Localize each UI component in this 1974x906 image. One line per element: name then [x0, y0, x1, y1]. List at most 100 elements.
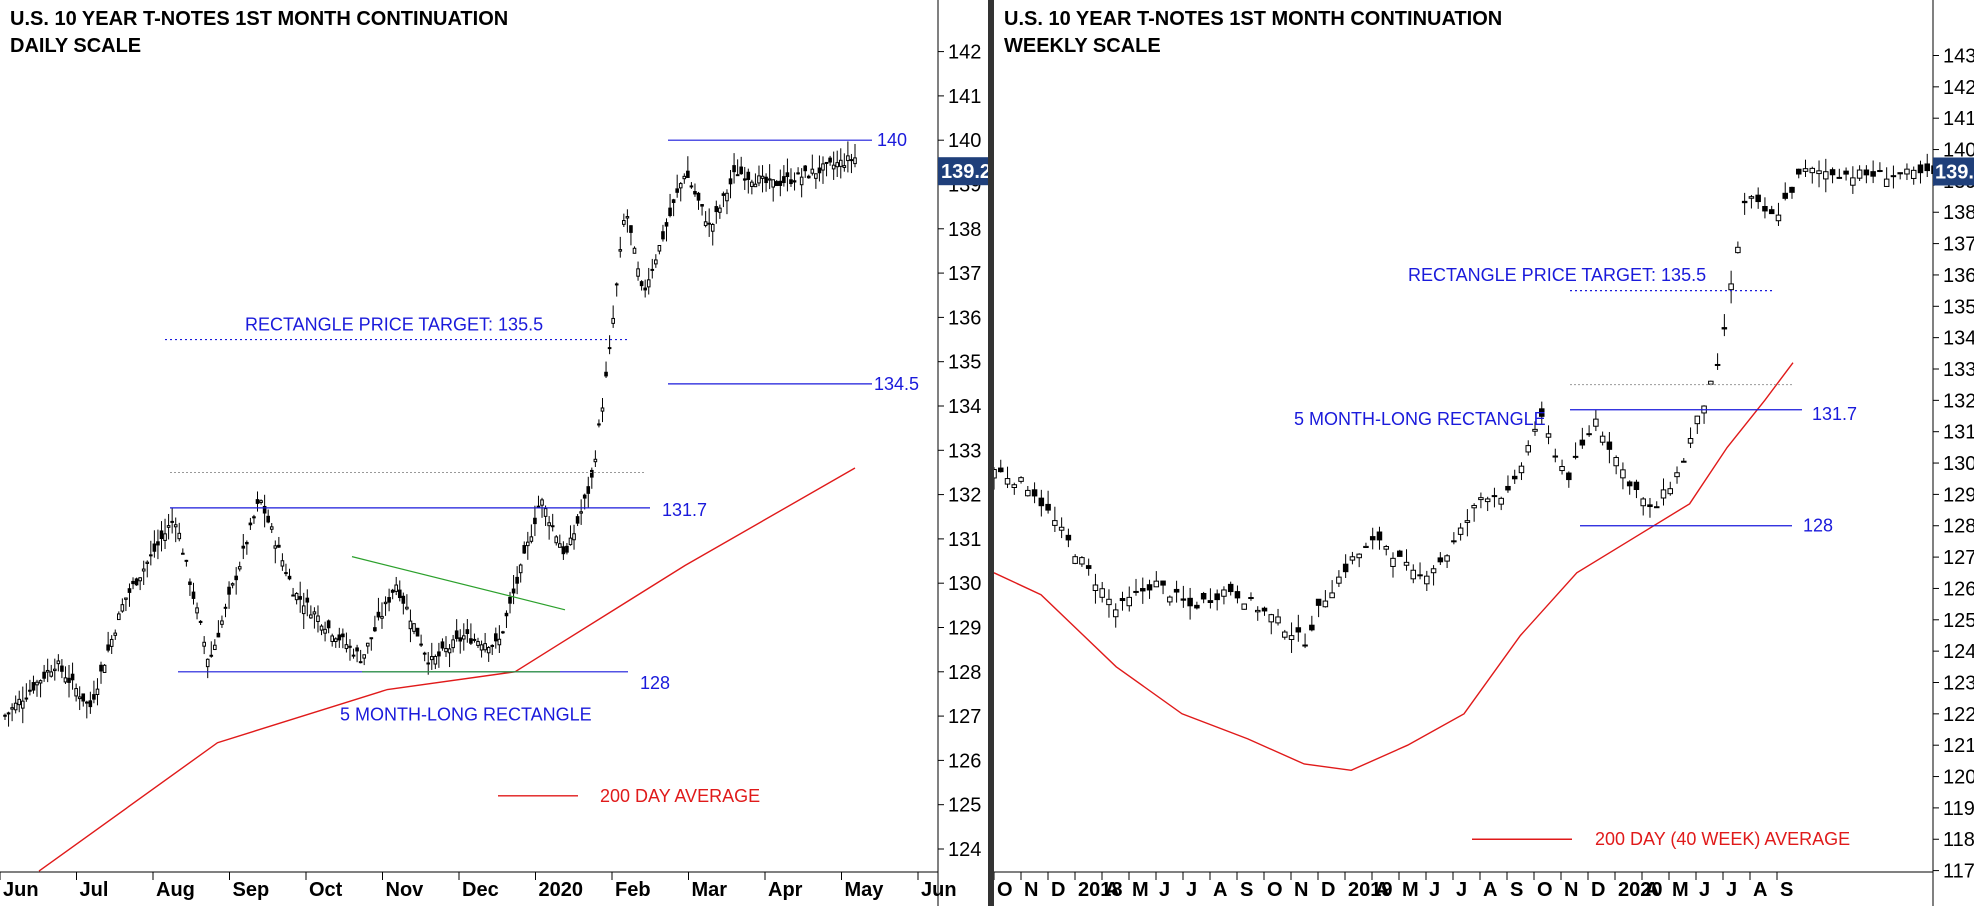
candle-body [1363, 545, 1369, 549]
candle-body [35, 681, 39, 686]
candle-body [1545, 433, 1552, 438]
candle-body [138, 577, 142, 582]
x-tick-label: D [1591, 879, 1605, 901]
x-tick-label: N [1024, 879, 1038, 901]
x-tick-label: Nov [386, 879, 425, 901]
candle-body [586, 486, 591, 494]
y-tick-label: 124 [948, 839, 981, 861]
candle-body [1883, 178, 1890, 187]
candle-body [397, 589, 402, 599]
candle-body [52, 668, 57, 672]
candle-body [284, 572, 288, 575]
candle-body [1092, 584, 1099, 592]
candle-body [1153, 580, 1160, 588]
x-tick-label: J [1699, 879, 1710, 901]
candle-body [444, 647, 448, 653]
candle-body [675, 188, 679, 193]
candle-body [1133, 590, 1139, 593]
candle-body [70, 673, 75, 681]
candle-body [1085, 565, 1092, 569]
candle-body [45, 669, 50, 673]
candle-body [1282, 631, 1288, 638]
candle-body [245, 541, 249, 545]
candle-body [1735, 246, 1741, 254]
candle-body [181, 552, 185, 555]
candle-body [693, 191, 697, 195]
candle-body [419, 643, 423, 646]
candle-body [309, 614, 313, 619]
candle-body [234, 575, 238, 581]
candle-body [1106, 598, 1112, 606]
candle-body [1599, 435, 1606, 443]
candle-body [31, 682, 36, 691]
candle-body [1444, 555, 1450, 562]
candle-body [305, 597, 310, 603]
candle-body [767, 178, 772, 181]
candle-body [682, 175, 687, 180]
candle-body [1221, 589, 1227, 597]
candle-body [198, 620, 203, 623]
candle-body [341, 633, 345, 638]
candle-body [149, 554, 153, 557]
candle-body [1924, 163, 1930, 172]
candle-body [184, 559, 189, 562]
candle-body [177, 532, 182, 540]
candle-body [1342, 563, 1349, 573]
candle-body [1505, 485, 1511, 491]
candle-body [1809, 167, 1816, 174]
candle-body [476, 641, 480, 646]
y-tick-label: 135 [1943, 296, 1974, 318]
candle-body [326, 620, 331, 629]
candle-body [394, 584, 399, 592]
candle-body [437, 651, 441, 657]
candle-body [465, 629, 470, 635]
candle-body [195, 607, 199, 614]
x-tick-label: A [1753, 879, 1767, 901]
candle-body [1653, 506, 1660, 509]
candle-body [415, 627, 420, 637]
candle-body [661, 231, 665, 240]
candle-body [817, 167, 822, 174]
candle-body [565, 545, 569, 553]
candle-body [1471, 504, 1477, 509]
y-tick-label: 130 [1943, 453, 1974, 475]
candle-body [678, 183, 683, 189]
candle-body [145, 561, 150, 564]
x-tick-label: May [845, 879, 885, 901]
weekly-plot-area: 117 118 119 120 121 122 123 124 125 126 127 128 129 1… [994, 0, 1974, 906]
candle-body [1802, 168, 1809, 172]
candle-body [1180, 598, 1187, 601]
y-tick-label: 126 [948, 750, 981, 772]
y-tick-label: 131 [1943, 422, 1974, 444]
y-tick-label: 129 [1943, 484, 1974, 506]
candle-body [117, 613, 121, 621]
candle-body [280, 560, 285, 567]
candle-body [408, 620, 413, 630]
candle-body [248, 522, 253, 526]
candle-body [479, 644, 484, 651]
candle-body [216, 632, 221, 638]
candle-body [454, 630, 459, 639]
candle-body [472, 638, 477, 641]
candle-body [1241, 603, 1247, 610]
candle-body [1457, 527, 1464, 535]
candle-body [547, 522, 551, 527]
y-tick-label: 138 [1943, 202, 1974, 224]
candle-body [1606, 441, 1613, 450]
candle-body [1829, 169, 1836, 176]
candle-body [1626, 481, 1633, 487]
candle-body [92, 694, 96, 700]
candle-body [750, 181, 754, 187]
candle-body [319, 625, 324, 631]
candle-body [1302, 644, 1308, 647]
y-tick-label: 138 [948, 219, 981, 241]
x-tick-label: Sep [233, 879, 270, 901]
candle-body [1910, 169, 1917, 179]
candle-body [1268, 614, 1275, 623]
candle-body [760, 175, 765, 179]
y-tick-label: 137 [1943, 234, 1974, 256]
candle-body [650, 268, 655, 271]
candle-body [1004, 478, 1011, 485]
candle-body [1038, 497, 1045, 507]
candle-body [842, 165, 847, 168]
